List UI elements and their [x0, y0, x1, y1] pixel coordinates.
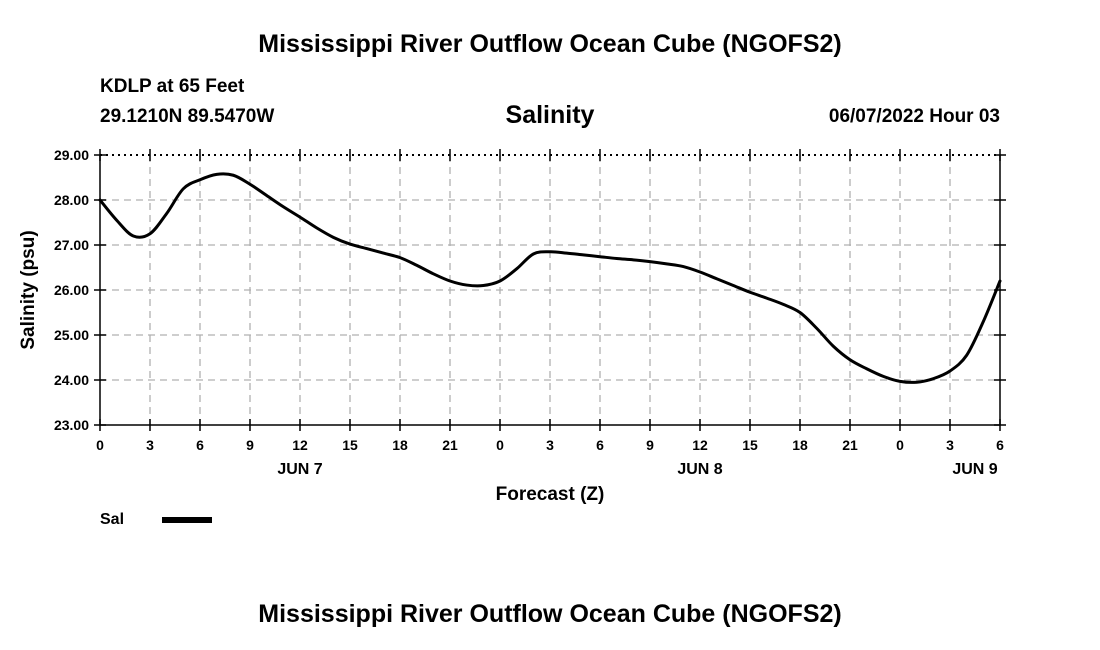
- y-tick-label: 25.00: [54, 327, 89, 343]
- legend-line-swatch: [162, 517, 212, 523]
- x-tick-label: 12: [292, 437, 308, 453]
- y-tick-label: 26.00: [54, 282, 89, 298]
- legend-label: Sal: [100, 511, 125, 528]
- day-label: JUN 7: [277, 461, 322, 478]
- y-tick-label: 24.00: [54, 372, 89, 388]
- x-tick-label: 21: [442, 437, 458, 453]
- x-tick-label: 9: [246, 437, 254, 453]
- x-tick-label: 9: [646, 437, 654, 453]
- day-label: JUN 8: [677, 461, 722, 478]
- x-tick-label: 15: [742, 437, 758, 453]
- x-tick-label: 15: [342, 437, 358, 453]
- variable-title: Salinity: [505, 101, 595, 129]
- y-tick-label: 28.00: [54, 192, 89, 208]
- x-tick-label: 6: [196, 437, 204, 453]
- footer-title: Mississippi River Outflow Ocean Cube (NG…: [258, 600, 842, 628]
- x-tick-label: 0: [896, 437, 904, 453]
- x-tick-label: 0: [496, 437, 504, 453]
- x-tick-label: 3: [546, 437, 554, 453]
- x-axis-title: Forecast (Z): [496, 484, 605, 505]
- forecast-datetime: 06/07/2022 Hour 03: [828, 106, 1000, 127]
- x-tick-label: 18: [792, 437, 808, 453]
- x-tick-label: 3: [946, 437, 954, 453]
- station-label: KDLP at 65 Feet: [100, 76, 245, 97]
- station-coordinates: 29.1210N 89.5470W: [100, 106, 275, 127]
- x-tick-label: 0: [96, 437, 104, 453]
- chart-title: Mississippi River Outflow Ocean Cube (NG…: [258, 30, 842, 58]
- x-tick-label: 6: [996, 437, 1004, 453]
- x-tick-label: 18: [392, 437, 408, 453]
- x-tick-label: 3: [146, 437, 154, 453]
- y-tick-label: 29.00: [54, 147, 89, 163]
- y-tick-label: 27.00: [54, 237, 89, 253]
- x-tick-label: 6: [596, 437, 604, 453]
- x-tick-label: 12: [692, 437, 708, 453]
- y-axis-title: Salinity (psu): [18, 230, 39, 349]
- x-tick-label: 21: [842, 437, 858, 453]
- series-line-sal: [98, 172, 1002, 384]
- day-label: JUN 9: [952, 461, 997, 478]
- y-tick-label: 23.00: [54, 417, 89, 433]
